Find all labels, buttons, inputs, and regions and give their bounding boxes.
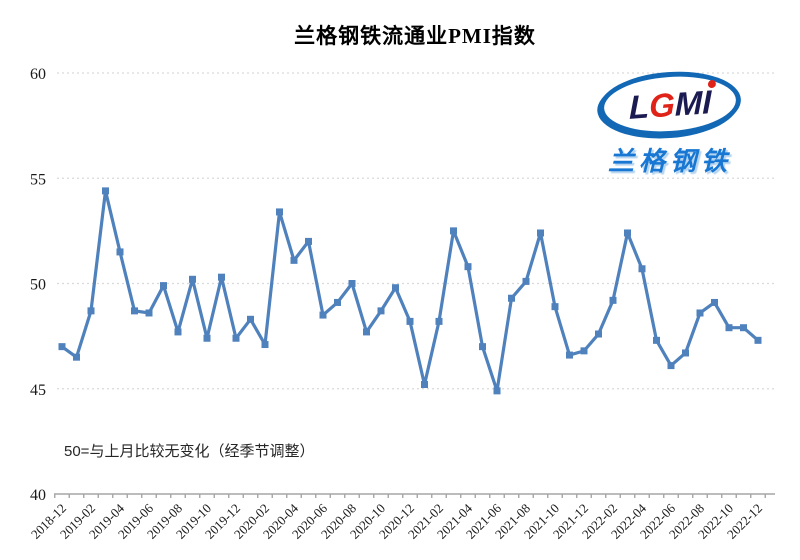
lgmi-logo-subtitle: 兰格钢铁	[607, 146, 732, 176]
data-point-marker	[189, 275, 196, 283]
data-point-marker	[450, 227, 457, 235]
data-point-marker	[740, 324, 747, 332]
y-tick-label: 50	[30, 277, 46, 294]
data-point-marker	[116, 248, 124, 256]
lgmi-logo-text: LGMI	[628, 79, 716, 126]
data-point-marker	[696, 309, 704, 317]
data-point-marker	[493, 387, 501, 395]
data-point-marker	[160, 282, 167, 290]
data-point-marker	[392, 284, 399, 292]
logo-letter-m: M	[674, 83, 702, 123]
pmi-series-line	[60, 189, 760, 393]
chart-footnote: 50=与上月比较无变化（经季节调整）	[64, 443, 315, 460]
data-point-marker	[377, 307, 385, 315]
y-tick-label: 55	[30, 171, 46, 188]
data-point-marker	[725, 324, 733, 332]
data-point-marker	[305, 237, 312, 245]
data-point-marker	[261, 341, 269, 349]
logo-letter-i: I	[702, 82, 712, 121]
data-point-marker	[218, 273, 225, 281]
data-point-marker	[131, 307, 138, 315]
data-point-marker	[464, 263, 472, 271]
lgmi-logo: LGMI 兰格钢铁	[590, 67, 750, 178]
data-point-marker	[551, 303, 559, 311]
data-point-marker	[290, 256, 298, 264]
data-point-marker	[595, 330, 602, 338]
data-point-marker	[58, 343, 66, 351]
data-point-marker	[667, 362, 675, 370]
data-point-marker	[174, 328, 182, 336]
data-point-marker	[203, 334, 211, 342]
data-point-marker	[754, 336, 762, 344]
data-point-marker	[145, 309, 153, 317]
data-point-marker	[653, 336, 660, 344]
data-point-marker	[73, 353, 80, 361]
data-point-marker	[479, 343, 486, 351]
data-point-marker	[102, 187, 109, 195]
logo-letter-g: G	[648, 85, 675, 125]
data-point-marker	[363, 328, 370, 336]
data-point-marker	[566, 351, 573, 359]
data-point-marker	[638, 265, 646, 273]
logo-letter-l: L	[628, 86, 649, 126]
data-point-marker	[580, 347, 588, 355]
data-point-marker	[232, 334, 240, 342]
data-point-marker	[276, 208, 283, 216]
data-point-marker	[87, 307, 95, 315]
data-point-marker	[435, 317, 443, 325]
data-point-marker	[537, 229, 544, 237]
data-point-marker	[319, 311, 327, 319]
logo-red-dot-icon	[707, 79, 716, 88]
data-point-marker	[348, 280, 356, 287]
data-point-marker	[609, 296, 617, 304]
data-point-marker	[682, 349, 689, 357]
data-point-marker	[508, 294, 515, 302]
chart-title: 兰格钢铁流通业PMI指数	[294, 24, 536, 48]
data-point-marker	[406, 317, 414, 325]
data-point-marker	[624, 229, 631, 237]
data-point-marker	[334, 298, 341, 306]
y-tick-label: 40	[30, 487, 46, 504]
data-point-marker	[711, 298, 718, 306]
y-tick-label: 45	[30, 382, 46, 399]
data-point-marker	[522, 277, 530, 285]
data-point-marker	[247, 315, 254, 323]
lgmi-logo-ellipse: LGMI	[596, 67, 744, 141]
y-tick-label: 60	[30, 66, 46, 83]
data-point-marker	[421, 381, 428, 389]
